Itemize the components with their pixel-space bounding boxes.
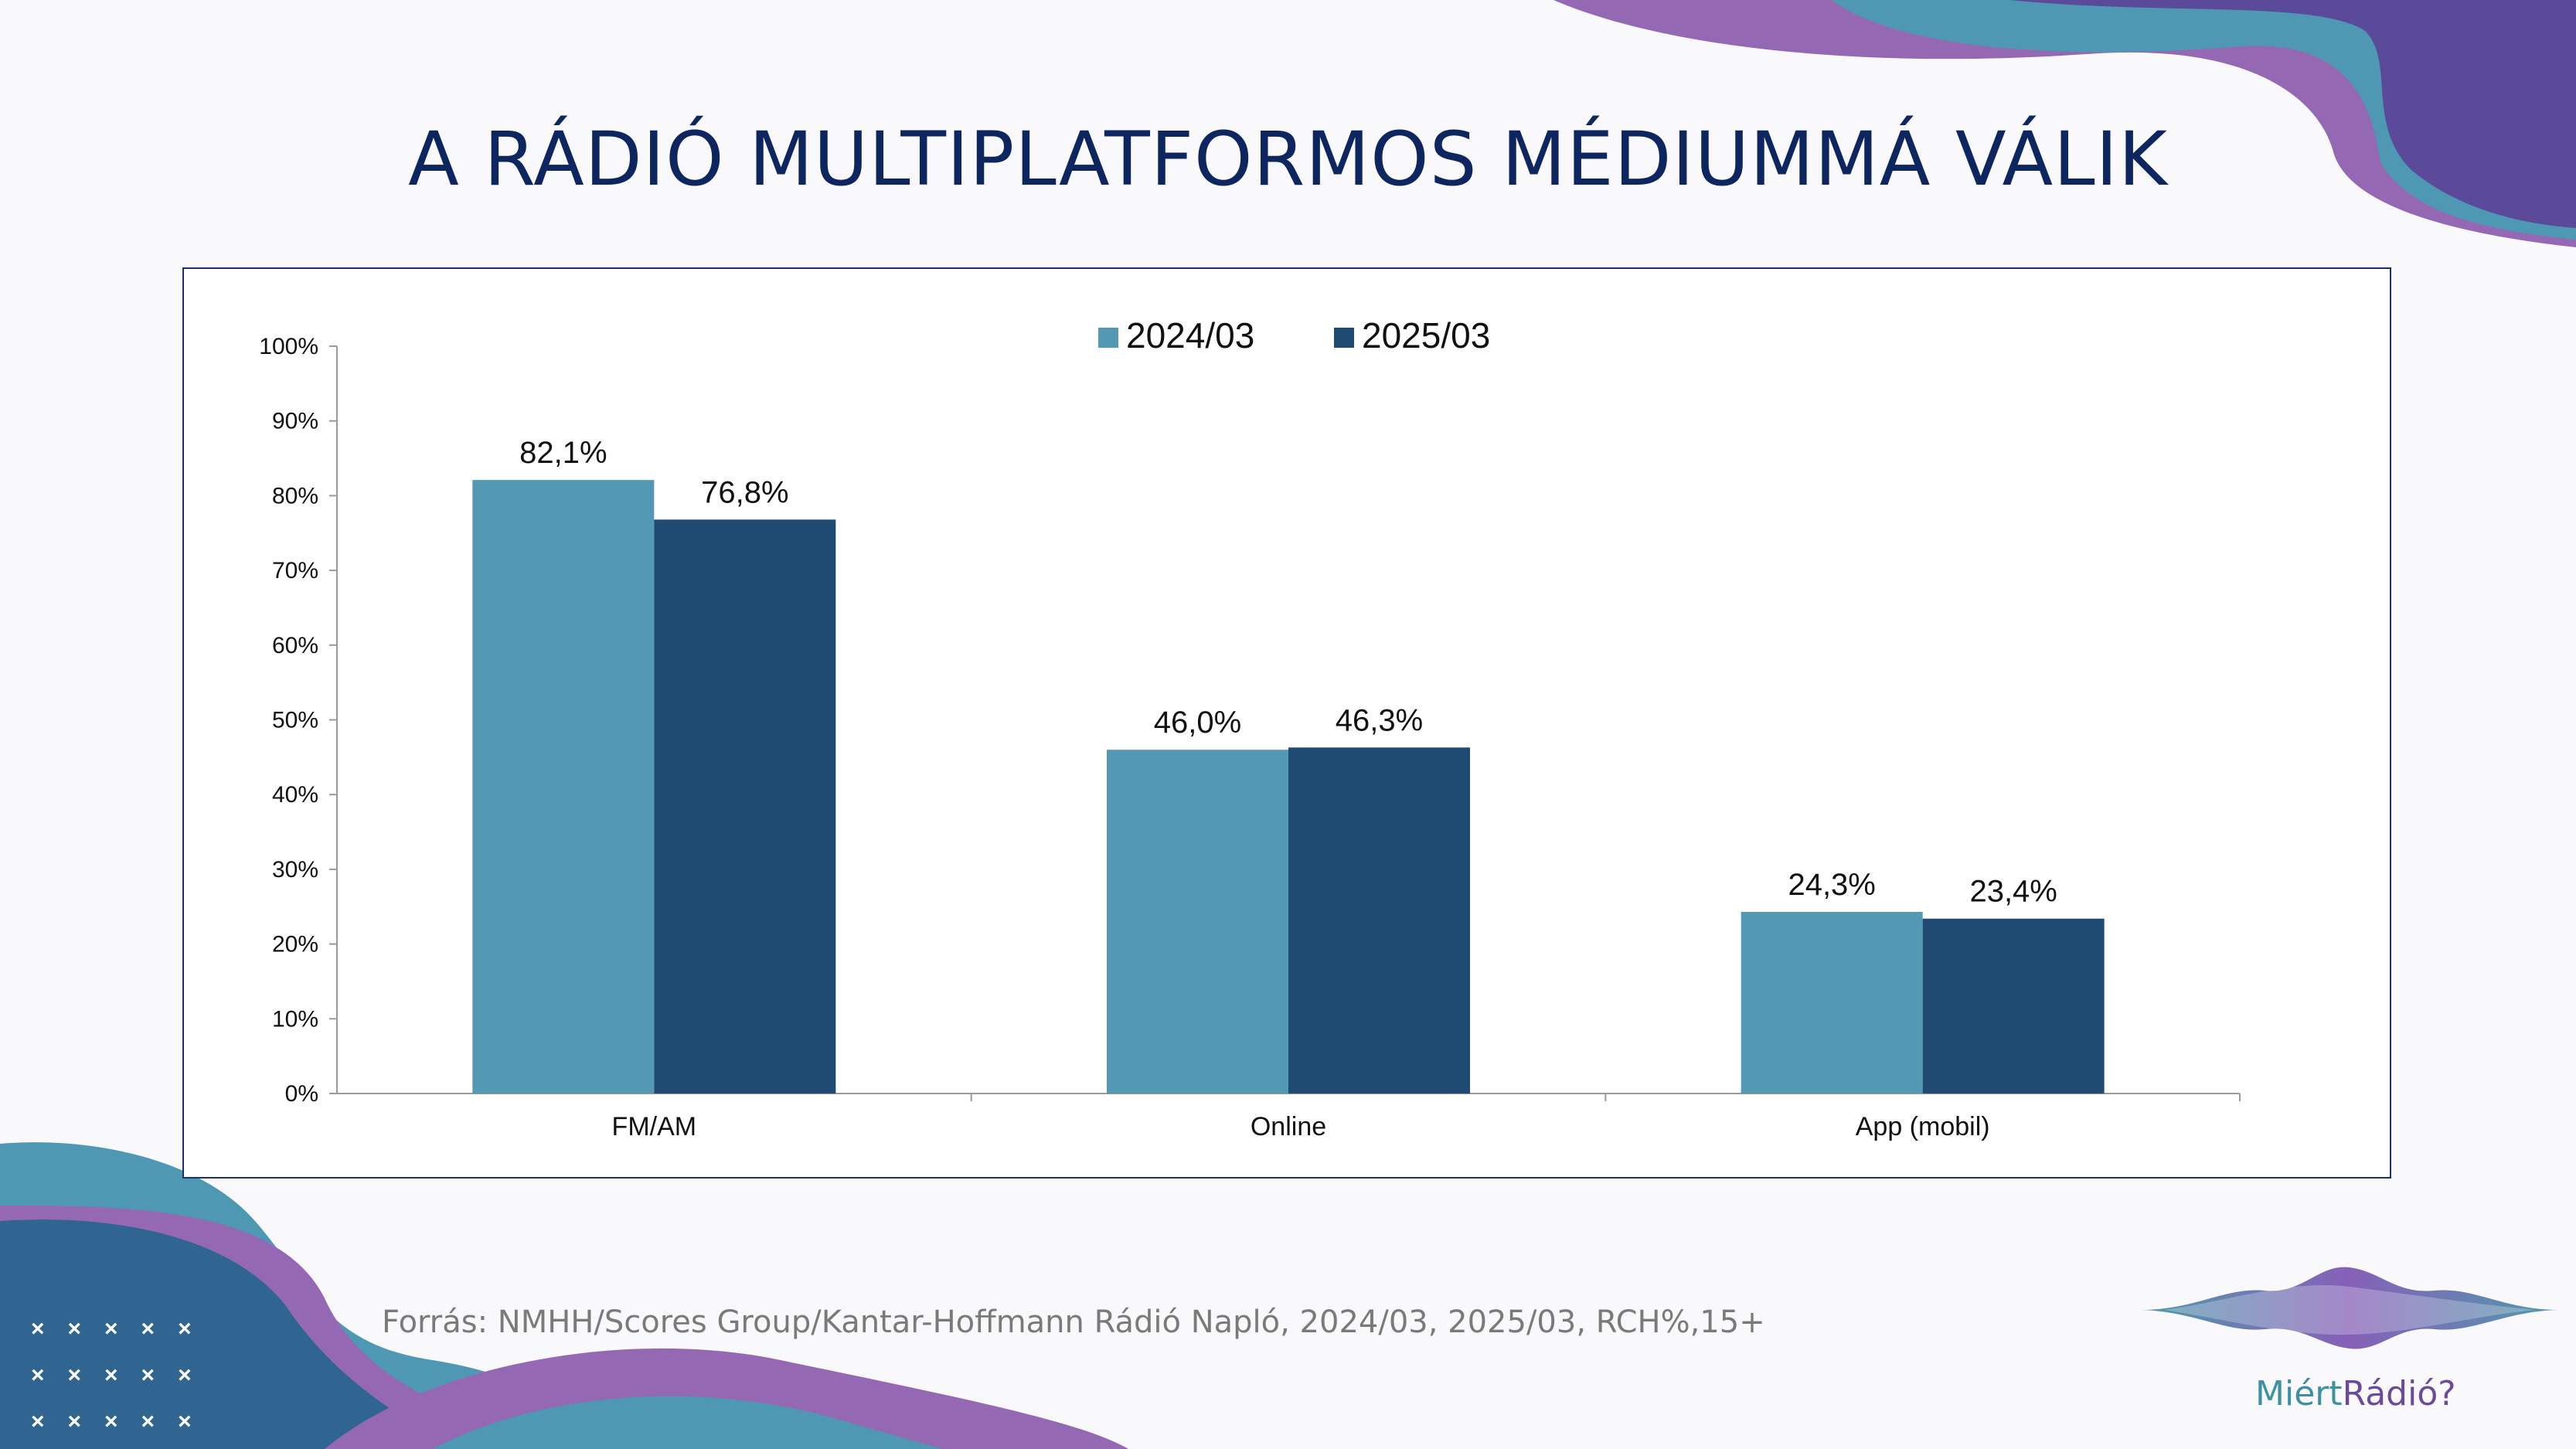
y-tick-label: 60%: [272, 633, 318, 658]
chart-frame: 0% 10% 20% 30% 40% 50% 60% 70% 80% 90% 100% 82,1% 76…: [182, 267, 2391, 1179]
y-tick-label: 30%: [272, 857, 318, 883]
data-label: 82,1%: [519, 436, 607, 470]
y-tick-label: 80%: [272, 483, 318, 509]
bar-2025/03: [1922, 918, 2105, 1094]
y-tick-label: 20%: [272, 932, 318, 957]
y-tick-label: 100%: [259, 334, 318, 359]
bar-chart: 0% 10% 20% 30% 40% 50% 60% 70% 80% 90% 100% 82,1% 76…: [259, 315, 2241, 1141]
bar-2025/03: [654, 519, 836, 1094]
legend-label: 2024/03: [1126, 315, 1254, 355]
y-tick-label: 70%: [272, 558, 318, 583]
data-label: 76,8%: [701, 475, 788, 509]
legend-swatch: [1098, 328, 1118, 348]
legend-swatch: [1334, 328, 1354, 348]
x-category-label: Online: [1251, 1112, 1326, 1141]
legend-label: 2025/03: [1362, 315, 1490, 355]
waveform-logo-icon: [2141, 1267, 2558, 1349]
y-tick-label: 40%: [272, 782, 318, 808]
bar-2024/03: [472, 480, 655, 1094]
logo-text-part1: Miért: [2255, 1374, 2343, 1413]
data-label: 24,3%: [1788, 868, 1875, 902]
data-label: 23,4%: [1969, 875, 2057, 909]
x-category-label: FM/AM: [612, 1112, 697, 1141]
bar-2024/03: [1741, 912, 1923, 1094]
logo-text-part2: Rádió?: [2342, 1374, 2456, 1413]
y-tick-label: 90%: [272, 409, 318, 434]
data-label: 46,0%: [1154, 706, 1241, 740]
logo-text: MiértRádió?: [2255, 1374, 2456, 1413]
page-title: A RÁDIÓ MULTIPLATFORMOS MÉDIUMMÁ VÁLIK: [408, 116, 2168, 202]
bar-2025/03: [1288, 747, 1470, 1094]
x-category-label: App (mobil): [1856, 1112, 1990, 1141]
decorative-cross-pattern: ××××× ××××× ×××××: [31, 1316, 215, 1434]
data-label: 46,3%: [1336, 703, 1423, 737]
y-tick-label: 10%: [272, 1006, 318, 1032]
bar-2024/03: [1107, 750, 1288, 1094]
y-tick-label: 50%: [272, 708, 318, 733]
y-tick-label: 0%: [285, 1081, 318, 1107]
source-note: Forrás: NMHH/Scores Group/Kantar-Hoffman…: [382, 1304, 1765, 1340]
